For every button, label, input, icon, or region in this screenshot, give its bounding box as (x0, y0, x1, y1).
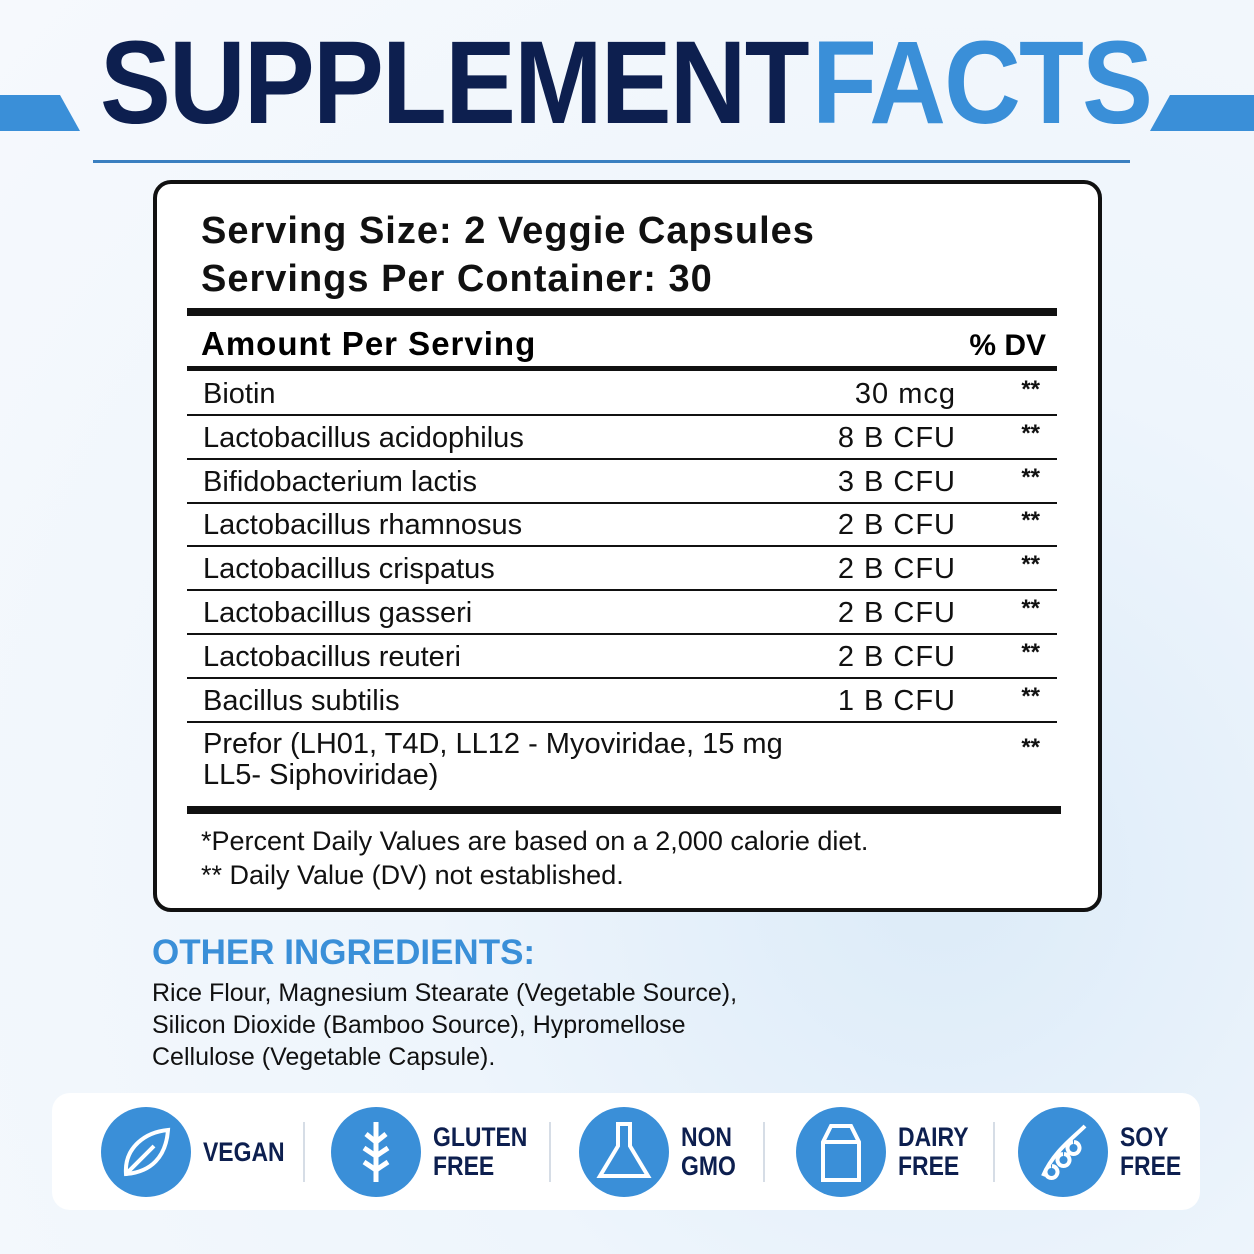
ingredient-amount: 2 B CFU (837, 640, 956, 673)
badge-icon (796, 1107, 886, 1197)
ingredient-name: Lactobacillus reuteri (203, 640, 461, 673)
ingredient-amount: 2 B CFU (837, 597, 956, 629)
badge-label: GMO (681, 1151, 736, 1181)
ingredient-line: Cellulose (Vegetable Capsule). (152, 1043, 496, 1071)
ingredient-dv: ** (1021, 734, 1040, 762)
ingredient-dv: ** (1021, 551, 1040, 579)
ingredient-amount: 8 B CFU (837, 421, 956, 454)
ingredient-amount: 2 B CFU (837, 509, 956, 542)
ingredient-dv: ** (1021, 507, 1040, 535)
badge-label: FREE (1120, 1151, 1182, 1181)
ingredient-amount: 1 B CFU (837, 684, 956, 717)
ingredient-amount: 3 B CFU (837, 465, 956, 498)
separator (993, 1122, 995, 1182)
row-rule (187, 501, 1057, 504)
rule (187, 806, 1061, 814)
ingredient-line: Silicon Dioxide (Bamboo Source), Hyprome… (152, 1011, 686, 1039)
footnote: ** Daily Value (DV) not established. (201, 860, 624, 890)
ingredient-line: Rice Flour, Magnesium Stearate (Vegetabl… (152, 979, 738, 1007)
stripe (1150, 95, 1254, 131)
row-rule (187, 633, 1057, 635)
ingredient-name: LL5- Siphoviridae) (203, 759, 439, 792)
badge-label: VEGAN (203, 1137, 285, 1167)
ingredient-dv: ** (1021, 595, 1040, 622)
title: FACTS (812, 17, 1153, 149)
badge-label: SOY (1120, 1122, 1169, 1152)
row-rule (187, 414, 1057, 416)
dv-header: % DV (969, 329, 1046, 362)
amount-header: Amount Per Serving (201, 325, 537, 362)
ingredient-dv: ** (1021, 376, 1040, 403)
footnote: *Percent Daily Values are based on a 2,0… (201, 826, 869, 856)
ingredient-name: Prefor (LH01, T4D, LL12 - Myoviridae, 15… (203, 728, 783, 761)
rule (187, 366, 1057, 371)
badge-label: DAIRY (898, 1122, 969, 1152)
ingredient-amount: 2 B CFU (837, 553, 956, 586)
badge-icon (1018, 1107, 1108, 1197)
ingredient-dv: ** (1021, 638, 1040, 666)
ingredient-name: Bacillus subtilis (203, 684, 400, 717)
ingredient-name: Lactobacillus acidophilus (203, 421, 524, 454)
serving-size: Serving Size: 2 Veggie Capsules (201, 210, 815, 252)
separator (549, 1122, 551, 1182)
ingredient-name: Lactobacillus crispatus (203, 553, 495, 586)
row-rule (187, 589, 1057, 592)
badge-icon (579, 1107, 669, 1197)
badge-label: FREE (433, 1151, 495, 1181)
ingredient-name: Bifidobacterium lactis (203, 465, 477, 498)
separator (303, 1122, 305, 1182)
row-rule (187, 545, 1057, 548)
separator (763, 1122, 765, 1182)
badge-label: NON (681, 1122, 732, 1152)
other-title: OTHER INGREDIENTS: (152, 933, 536, 972)
ingredient-name: Lactobacillus gasseri (203, 597, 473, 629)
ingredient-name: Lactobacillus rhamnosus (203, 509, 523, 542)
ingredient-amount: 30 mcg (854, 378, 956, 410)
row-rule (187, 457, 1057, 460)
row-rule (187, 676, 1057, 679)
servings-per-container: Servings Per Container: 30 (201, 258, 713, 300)
other-ingredients: Rice Flour, Magnesium Stearate (Vegetabl… (152, 977, 737, 1073)
ingredient-dv: ** (1021, 463, 1040, 491)
underline (93, 160, 1130, 163)
row-rule (187, 720, 1057, 723)
badge-icon (331, 1107, 421, 1197)
title: SUPPLEMENT (100, 17, 810, 149)
ingredient-dv: ** (1021, 682, 1040, 710)
facts-panel: Serving Size: 2 Veggie Capsules Servings… (153, 180, 1102, 912)
ingredient-name: Biotin (203, 378, 276, 410)
badge-label: GLUTEN (433, 1122, 528, 1152)
stripe (0, 95, 80, 131)
ingredient-dv: ** (1021, 419, 1040, 447)
badge-label: FREE (898, 1151, 960, 1181)
badge-icon (101, 1107, 191, 1197)
rule (187, 308, 1057, 316)
